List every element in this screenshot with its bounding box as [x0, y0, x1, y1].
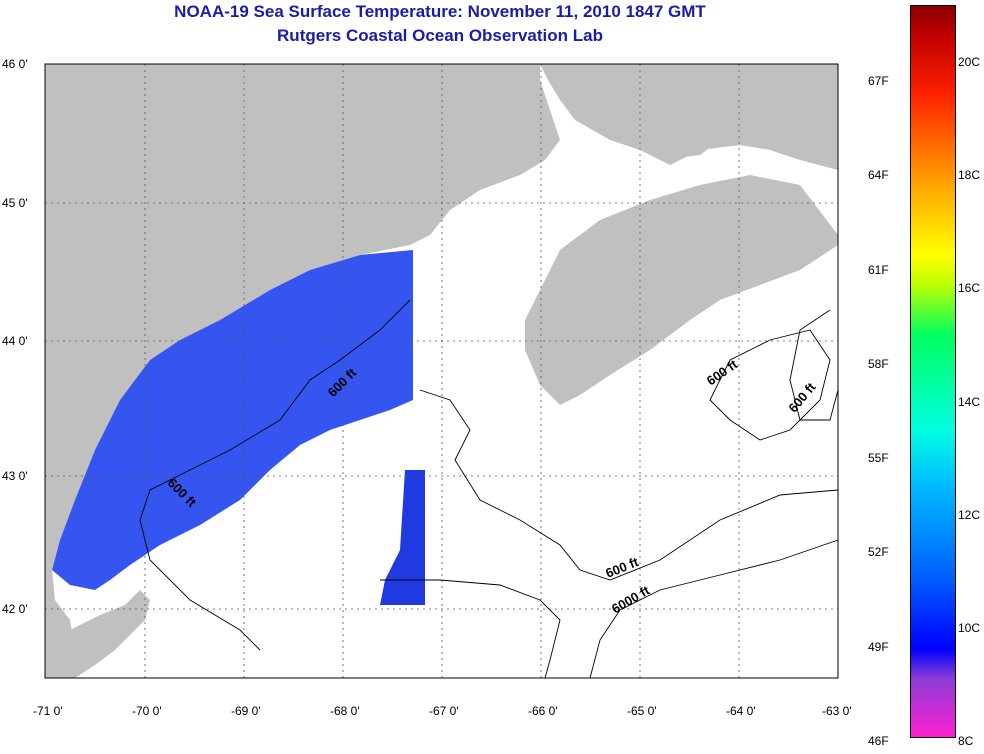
bathymetry-contours: [139, 299, 839, 679]
lat-tick: 45 0': [2, 196, 28, 210]
lon-tick: -63 0': [822, 704, 852, 718]
lat-tick: 46 0': [2, 57, 28, 71]
lon-tick: -70 0': [132, 704, 162, 718]
land-cape-breton-2: [740, 64, 838, 100]
lon-tick: -71 0': [33, 704, 63, 718]
land-nova-scotia: [525, 175, 838, 405]
lat-tick: 44 0': [2, 334, 28, 348]
colorbar-f-label: 67F: [868, 74, 889, 88]
colorbar-c-label: 16C: [958, 281, 981, 295]
colorbar-c-label: 12C: [958, 508, 981, 522]
land-cape-breton: [650, 130, 720, 160]
lon-tick: -64 0': [726, 704, 756, 718]
lon-tick: -69 0': [231, 704, 261, 718]
sst-swath-east: [380, 470, 425, 605]
colorbar-f-label: 58F: [868, 357, 889, 371]
land-cape-cod: [45, 590, 150, 678]
colorbar-c-label: 14C: [958, 395, 981, 409]
lon-tick: -68 0': [330, 704, 360, 718]
lat-tick: 42 0': [2, 602, 28, 616]
land-mainland: [45, 64, 838, 678]
colorbar-c-label: 20C: [958, 55, 981, 69]
colorbar-f-label: 61F: [868, 263, 889, 277]
colorbar-f-label: 64F: [868, 168, 889, 182]
colorbar: [910, 5, 956, 738]
map-frame: [44, 63, 839, 679]
sst-swath: [52, 250, 413, 590]
colorbar-c-label: 18C: [958, 168, 981, 182]
colorbar-c-label: 10C: [958, 621, 981, 635]
map-title: NOAA-19 Sea Surface Temperature: Novembe…: [174, 2, 706, 21]
map-subtitle: Rutgers Coastal Ocean Observation Lab: [277, 26, 603, 45]
colorbar-f-label: 52F: [868, 545, 889, 559]
colorbar-c-label: 8C: [958, 734, 974, 748]
colorbar-f-label: 46F: [868, 734, 889, 748]
lon-tick: -65 0': [627, 704, 657, 718]
colorbar-f-label: 49F: [868, 640, 889, 654]
lon-tick: -66 0': [528, 704, 558, 718]
colorbar-f-label: 55F: [868, 451, 889, 465]
lat-tick: 43 0': [2, 469, 28, 483]
lon-tick: -67 0': [429, 704, 459, 718]
